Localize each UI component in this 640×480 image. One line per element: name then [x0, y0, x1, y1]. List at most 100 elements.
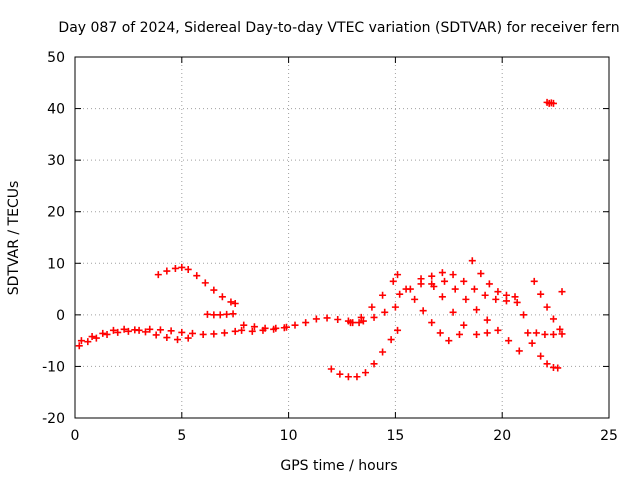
data-point — [361, 369, 369, 377]
data-point — [223, 310, 231, 318]
data-point — [524, 329, 532, 337]
data-point — [460, 321, 468, 329]
data-point — [218, 293, 226, 301]
data-point — [554, 364, 562, 372]
data-point — [323, 314, 331, 322]
data-point — [494, 326, 502, 334]
data-point — [248, 327, 256, 335]
data-point — [537, 290, 545, 298]
data-point — [543, 360, 551, 368]
data-point — [387, 336, 395, 344]
data-point — [210, 286, 218, 294]
data-point — [312, 315, 320, 323]
data-point — [240, 321, 248, 329]
data-point — [438, 293, 446, 301]
data-point — [528, 339, 536, 347]
y-tick-label: 20 — [47, 205, 65, 221]
data-point — [77, 337, 85, 345]
data-point — [231, 300, 239, 308]
axis-ticks — [74, 56, 610, 419]
data-point — [381, 308, 389, 316]
data-point — [210, 330, 218, 338]
plot-frame — [74, 56, 610, 419]
data-point — [163, 267, 171, 275]
data-point — [483, 316, 491, 324]
data-point — [229, 310, 237, 318]
y-tick-label: 30 — [47, 153, 65, 169]
data-point — [349, 319, 357, 327]
data-point — [171, 264, 179, 272]
data-point — [411, 295, 419, 303]
data-point — [515, 347, 523, 355]
data-point — [455, 330, 463, 338]
data-point — [483, 329, 491, 337]
data-point — [556, 325, 564, 333]
data-point — [370, 360, 378, 368]
data-point — [430, 282, 438, 290]
data-point — [238, 326, 246, 334]
data-point — [549, 315, 557, 323]
data-point — [282, 323, 290, 331]
data-point — [336, 370, 344, 378]
data-point — [327, 365, 335, 373]
y-tick-label: 10 — [47, 256, 65, 272]
data-point — [428, 272, 436, 280]
y-tick-label: 50 — [47, 50, 65, 66]
data-point — [473, 330, 481, 338]
data-point — [441, 277, 449, 285]
y-axis-label: SDTVAR / TECUs — [6, 181, 22, 296]
data-point — [120, 325, 128, 333]
data-point — [99, 329, 107, 337]
data-point — [302, 319, 310, 327]
data-point — [154, 271, 162, 279]
x-tick-label: 25 — [600, 428, 618, 444]
y-tick-label: 0 — [56, 308, 65, 324]
data-point — [396, 290, 404, 298]
y-tick-label: -20 — [42, 411, 65, 427]
data-point — [379, 348, 387, 356]
data-point — [131, 326, 139, 334]
data-point — [92, 334, 100, 342]
data-point — [334, 315, 342, 323]
x-tick-label: 10 — [280, 428, 298, 444]
data-point — [88, 333, 96, 341]
data-point — [513, 298, 521, 306]
data-point — [344, 373, 352, 381]
data-point — [210, 311, 218, 319]
data-point — [468, 257, 476, 265]
data-point — [103, 330, 111, 338]
data-point — [449, 308, 457, 316]
data-point — [199, 330, 207, 338]
data-point — [261, 324, 269, 332]
data-point — [451, 285, 459, 293]
data-point — [178, 328, 186, 336]
data-point — [470, 285, 478, 293]
data-point — [462, 295, 470, 303]
data-point — [394, 326, 402, 334]
data-point — [537, 352, 545, 360]
data-point — [505, 337, 513, 345]
data-point — [75, 342, 83, 350]
data-point — [530, 277, 538, 285]
data-point — [231, 327, 239, 335]
data-point — [532, 329, 540, 337]
data-point — [355, 319, 363, 327]
data-point — [445, 337, 453, 345]
data-point — [502, 291, 510, 299]
x-tick-label: 20 — [493, 428, 511, 444]
data-point — [359, 317, 367, 325]
data-point — [558, 288, 566, 296]
data-point — [473, 306, 481, 314]
data-point — [84, 338, 92, 346]
data-point — [477, 270, 485, 278]
data-point — [485, 280, 493, 288]
data-point — [141, 328, 149, 336]
data-point — [370, 313, 378, 321]
data-point — [436, 329, 444, 337]
data-point — [216, 311, 224, 319]
data-point — [558, 330, 566, 338]
data-point — [152, 331, 160, 339]
data-point — [511, 293, 519, 301]
